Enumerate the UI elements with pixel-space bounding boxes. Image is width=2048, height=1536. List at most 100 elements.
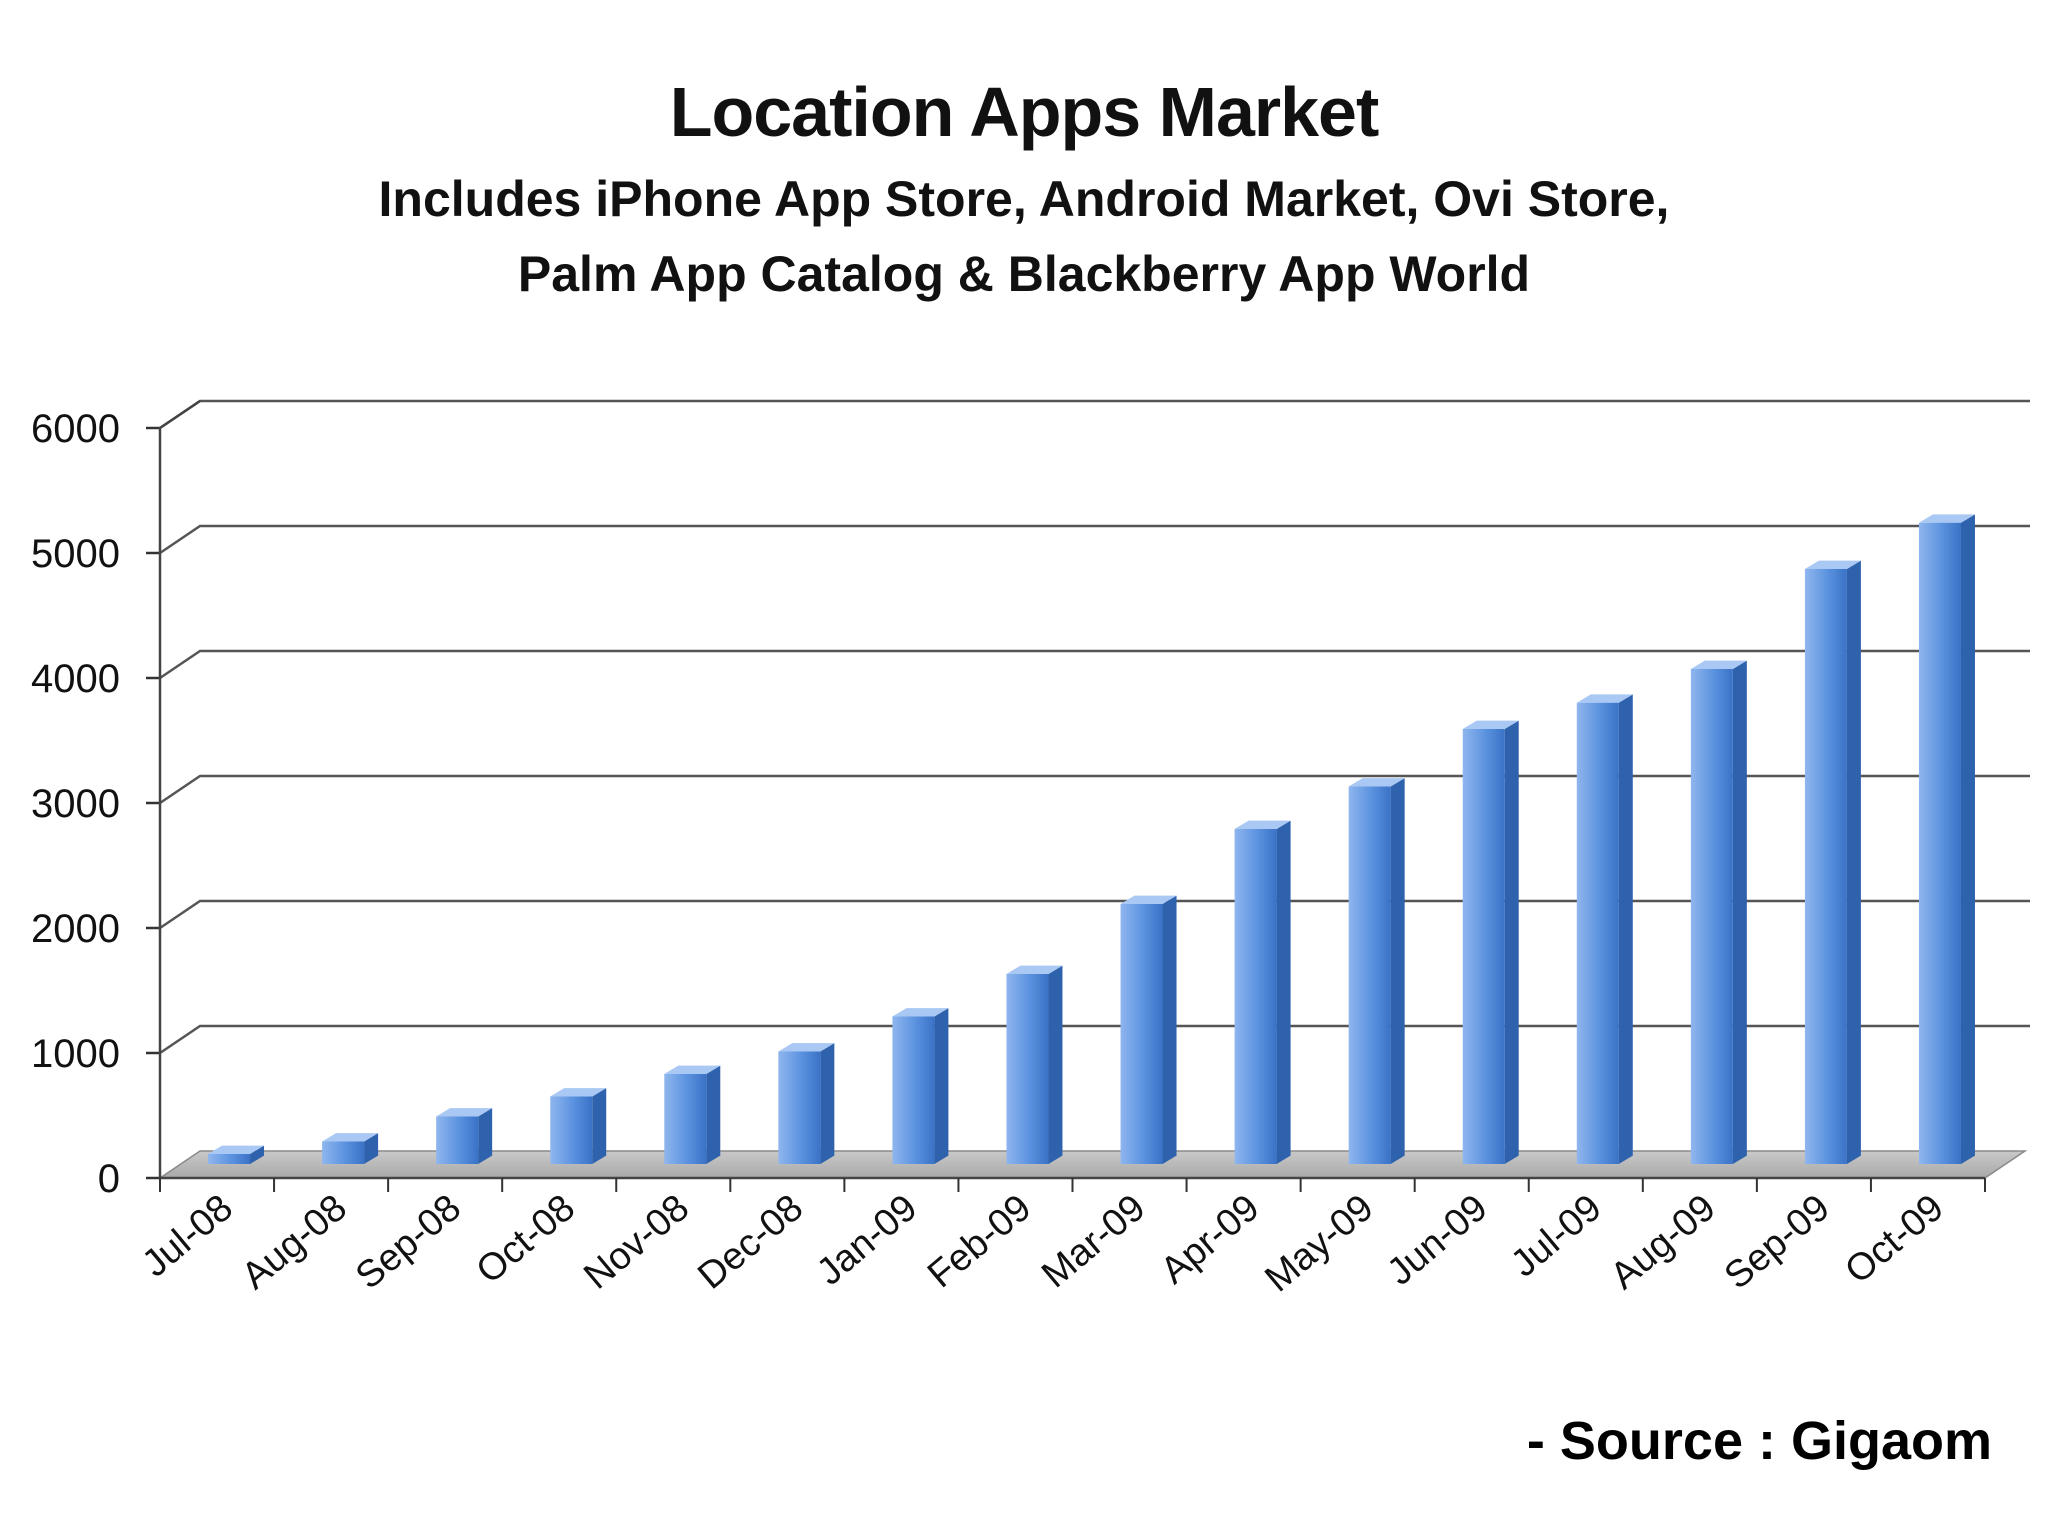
bar-side	[1162, 895, 1177, 1164]
bar-side	[706, 1065, 721, 1164]
bar-side	[1960, 514, 1975, 1164]
bar-top	[322, 1133, 379, 1142]
bar	[550, 1088, 607, 1164]
bar-top	[664, 1065, 721, 1074]
bar-front	[664, 1074, 707, 1164]
bar	[1234, 820, 1291, 1164]
y-tick-label: 0	[98, 1157, 120, 1201]
y-tick-label: 6000	[31, 407, 120, 451]
x-tick-label: Sep-08	[348, 1187, 469, 1298]
y-tick-label: 1000	[31, 1032, 120, 1076]
x-tick-label: Dec-08	[690, 1187, 811, 1298]
gridline	[159, 649, 2030, 680]
bar-front	[1804, 569, 1847, 1164]
gridline	[159, 774, 2030, 805]
x-tick-label: Feb-09	[920, 1187, 1039, 1297]
bar-side	[364, 1133, 379, 1164]
bar-front	[1690, 669, 1733, 1164]
bar	[1804, 560, 1861, 1164]
bar-front	[892, 1016, 935, 1164]
bar-top	[1918, 514, 1975, 523]
bar-side	[934, 1008, 949, 1164]
bar	[664, 1065, 721, 1164]
gridline	[159, 1024, 2030, 1055]
bar-front	[1918, 522, 1961, 1164]
bar-front	[1120, 904, 1163, 1164]
bar-side	[478, 1108, 493, 1164]
bar	[1576, 694, 1633, 1164]
x-tick-label: Nov-08	[576, 1187, 697, 1298]
bar-side	[1390, 778, 1405, 1164]
x-tick-label: Jun-09	[1379, 1187, 1495, 1294]
bar	[1348, 778, 1405, 1164]
x-tick-label: Sep-09	[1717, 1187, 1838, 1298]
bar-top	[778, 1043, 835, 1052]
x-tick-label: Jul-08	[135, 1187, 241, 1286]
bar-top	[1462, 720, 1519, 729]
chart-subtitle-line-1: Includes iPhone App Store, Android Marke…	[378, 171, 1670, 227]
bar-side	[1732, 660, 1747, 1164]
bar-top	[1006, 965, 1063, 974]
y-tick-label: 2000	[31, 907, 120, 951]
y-tick-label: 5000	[31, 532, 120, 576]
bar-top	[208, 1145, 265, 1154]
y-axis-line	[158, 399, 201, 1178]
bar-top	[550, 1088, 607, 1097]
x-tick-label: Oct-08	[469, 1187, 583, 1292]
x-tick-label: Oct-09	[1837, 1187, 1951, 1292]
chart-subtitle-line-2: Palm App Catalog & Blackberry App World	[517, 246, 1531, 302]
bars-layer	[208, 514, 1975, 1164]
bar-side	[1618, 694, 1633, 1164]
x-tick-label: Jan-09	[809, 1187, 925, 1294]
bar-top	[1120, 895, 1177, 904]
y-tick-label: 4000	[31, 657, 120, 701]
bar-front	[322, 1141, 365, 1164]
y-tick-label: 3000	[31, 782, 120, 826]
x-tick-label: Jul-09	[1503, 1187, 1609, 1286]
bar-front	[1234, 829, 1277, 1164]
bar-top	[1576, 694, 1633, 703]
bar-side	[1846, 560, 1861, 1164]
bar-side	[1048, 965, 1063, 1164]
bar	[1120, 895, 1177, 1164]
bar	[1462, 720, 1519, 1164]
bar	[1006, 965, 1063, 1164]
bar-front	[1462, 729, 1505, 1164]
bar	[436, 1108, 493, 1164]
x-tick-label: Aug-09	[1603, 1187, 1724, 1298]
x-tick-label: Aug-08	[234, 1187, 355, 1298]
chart-title: Location Apps Market	[669, 73, 1380, 151]
bar-top	[892, 1008, 949, 1017]
bar	[778, 1043, 835, 1164]
gridline	[159, 899, 2030, 930]
x-tick-label: May-09	[1257, 1187, 1381, 1301]
bar-front	[1348, 786, 1391, 1164]
bar	[1690, 660, 1747, 1164]
bar-top	[1690, 660, 1747, 669]
bar-front	[208, 1154, 251, 1164]
bar-side	[1276, 820, 1291, 1164]
bar-front	[778, 1051, 821, 1164]
x-tick-label: Mar-09	[1034, 1187, 1153, 1297]
bar-top	[1234, 820, 1291, 829]
bar	[1918, 514, 1975, 1164]
bar-top	[1348, 778, 1405, 787]
bar-front	[550, 1096, 593, 1164]
chart-titles: Location Apps Market Includes iPhone App…	[0, 70, 2048, 312]
bar-top	[436, 1108, 493, 1117]
gridline	[159, 524, 2030, 555]
grid-layer	[157, 399, 2030, 1179]
bar-side	[820, 1043, 835, 1164]
bar-side	[592, 1088, 607, 1164]
bar-front	[1006, 974, 1049, 1164]
bar-side	[250, 1145, 265, 1164]
source-credit: - Source : Gigaom	[1526, 1411, 1992, 1471]
bar-front	[436, 1116, 479, 1164]
x-tick-label: Apr-09	[1153, 1187, 1267, 1292]
bar-side	[1504, 720, 1519, 1164]
bar-top	[1804, 560, 1861, 569]
gridline	[159, 399, 2030, 430]
bar	[208, 1145, 265, 1164]
bar	[892, 1008, 949, 1164]
